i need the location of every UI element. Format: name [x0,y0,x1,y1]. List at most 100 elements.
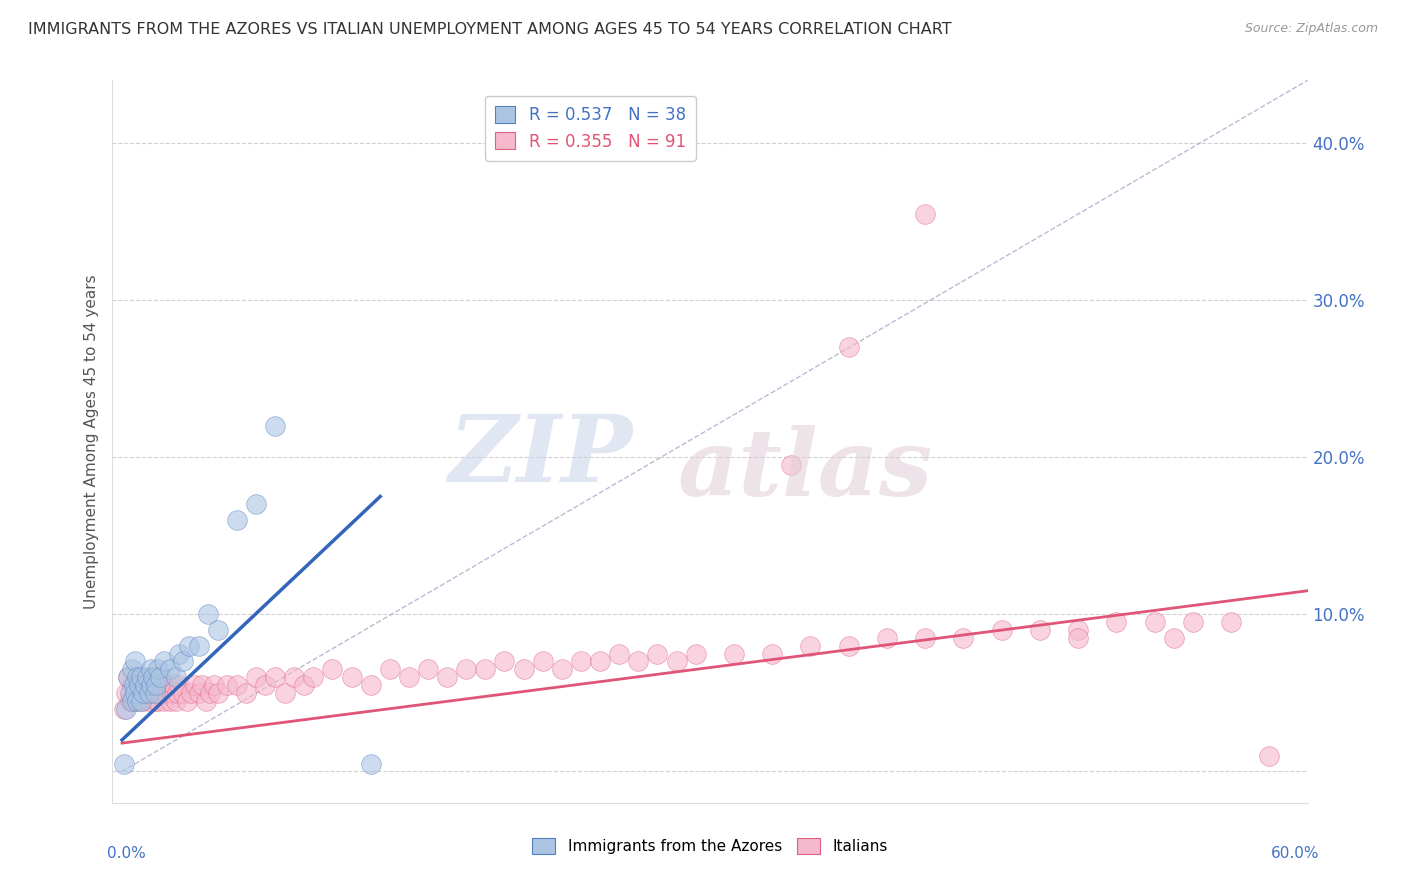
Point [132,686,155,700]
Point [117,670,139,684]
Point [254,678,277,692]
Point [876,631,898,645]
Point [127,670,149,684]
Point [191,678,214,692]
Point [283,670,305,684]
Point [990,623,1012,637]
Point [225,678,247,692]
Point [115,701,138,715]
Point [142,686,165,700]
Point [551,662,574,676]
Point [112,701,135,715]
Point [647,647,669,661]
Point [132,694,155,708]
Point [838,639,860,653]
Point [838,340,860,354]
Point [627,655,650,669]
Point [169,647,191,661]
Point [148,694,170,708]
Point [202,678,225,692]
Point [321,662,343,676]
Point [1067,623,1090,637]
Point [135,686,157,700]
Legend: Immigrants from the Azores, Italians: Immigrants from the Azores, Italians [526,832,894,860]
Point [1105,615,1128,630]
Point [378,662,401,676]
Text: IMMIGRANTS FROM THE AZORES VS ITALIAN UNEMPLOYMENT AMONG AGES 45 TO 54 YEARS COR: IMMIGRANTS FROM THE AZORES VS ITALIAN UN… [28,22,952,37]
Point [360,756,382,771]
Point [172,655,194,669]
Point [195,694,218,708]
Point [685,647,707,661]
Point [360,678,382,692]
Point [197,607,219,622]
Text: ZIP: ZIP [449,411,633,501]
Point [665,655,688,669]
Point [166,686,188,700]
Point [134,678,156,692]
Point [176,694,198,708]
Text: atlas: atlas [678,425,934,516]
Point [1181,615,1204,630]
Point [155,686,177,700]
Point [145,670,167,684]
Point [207,686,229,700]
Point [531,655,554,669]
Point [474,662,496,676]
Point [118,686,141,700]
Point [273,686,295,700]
Point [160,686,183,700]
Point [121,678,143,692]
Point [165,694,187,708]
Point [145,678,167,692]
Point [138,686,160,700]
Point [264,670,287,684]
Text: 60.0%: 60.0% [1271,847,1320,861]
Point [148,662,170,676]
Point [914,207,936,221]
Point [115,686,138,700]
Point [139,678,162,692]
Point [138,694,160,708]
Point [1029,623,1052,637]
Text: 0.0%: 0.0% [107,847,145,861]
Point [225,513,247,527]
Point [159,694,181,708]
Point [122,686,145,700]
Point [165,670,187,684]
Point [139,678,162,692]
Point [169,678,191,692]
Point [153,655,176,669]
Point [302,670,325,684]
Text: Source: ZipAtlas.com: Source: ZipAtlas.com [1244,22,1378,36]
Point [187,686,209,700]
Point [128,686,150,700]
Point [245,497,267,511]
Point [135,670,157,684]
Point [292,678,315,692]
Point [112,756,135,771]
Point [163,678,186,692]
Point [780,458,803,472]
Point [180,686,202,700]
Point [127,694,149,708]
Point [143,686,166,700]
Point [416,662,439,676]
Point [436,670,458,684]
Point [124,655,146,669]
Point [1067,631,1090,645]
Point [149,670,172,684]
Point [150,678,173,692]
Point [1258,748,1281,763]
Point [607,647,630,661]
Point [156,678,179,692]
Point [217,678,239,692]
Point [128,678,150,692]
Point [142,670,165,684]
Point [149,686,172,700]
Point [118,694,141,708]
Point [761,647,783,661]
Point [153,694,176,708]
Point [340,670,363,684]
Point [177,639,200,653]
